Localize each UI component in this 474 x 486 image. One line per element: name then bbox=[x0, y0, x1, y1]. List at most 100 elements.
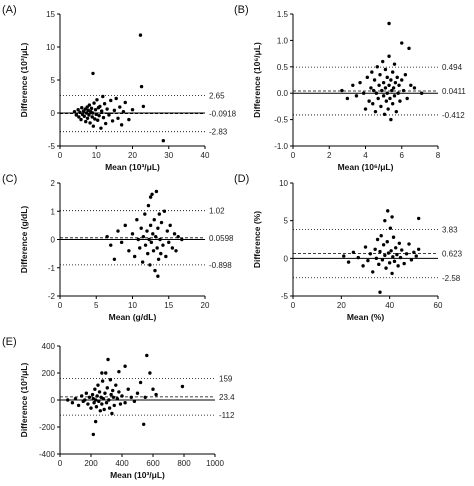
y-tick-label: 0 bbox=[51, 396, 56, 405]
data-point bbox=[394, 246, 398, 250]
data-point bbox=[91, 432, 96, 437]
data-point bbox=[115, 396, 120, 401]
y-tick-label: 400 bbox=[42, 342, 56, 351]
data-point bbox=[381, 80, 386, 85]
data-point bbox=[148, 195, 153, 199]
x-axis-label: Mean (10³/μL) bbox=[105, 162, 160, 172]
panel-label: (A) bbox=[2, 4, 17, 16]
data-point bbox=[404, 252, 409, 256]
data-point bbox=[371, 270, 375, 274]
x-axis-label: Mean (10³/μL) bbox=[110, 470, 165, 480]
data-point bbox=[138, 33, 143, 37]
y-axis-label: Difference (10³/μL) bbox=[19, 363, 29, 438]
data-point bbox=[156, 257, 161, 261]
data-point bbox=[376, 96, 380, 101]
data-point bbox=[157, 212, 162, 216]
data-point bbox=[381, 243, 386, 247]
data-point bbox=[146, 203, 151, 208]
data-point bbox=[94, 405, 99, 409]
x-tick-label: 40 bbox=[201, 151, 210, 160]
data-point bbox=[80, 394, 84, 398]
data-point bbox=[130, 108, 135, 112]
data-point bbox=[397, 241, 402, 245]
data-point bbox=[363, 245, 368, 249]
data-point bbox=[390, 271, 394, 276]
data-point bbox=[85, 105, 89, 109]
data-point bbox=[145, 353, 149, 358]
data-point bbox=[176, 234, 180, 239]
x-axis-label: Mean (g/dL) bbox=[109, 312, 157, 322]
data-point bbox=[379, 104, 383, 109]
data-point bbox=[414, 254, 418, 258]
data-point bbox=[91, 124, 96, 128]
data-point bbox=[92, 101, 96, 105]
data-point bbox=[90, 111, 95, 115]
data-point bbox=[345, 96, 350, 101]
data-point bbox=[398, 255, 403, 260]
data-point bbox=[164, 254, 168, 259]
data-point bbox=[109, 243, 113, 247]
data-point bbox=[139, 84, 144, 89]
data-point bbox=[87, 395, 92, 399]
data-point bbox=[107, 113, 111, 117]
data-point bbox=[126, 387, 130, 391]
data-point bbox=[419, 91, 424, 95]
x-tick-label: 15 bbox=[164, 301, 173, 310]
data-point bbox=[167, 240, 171, 245]
data-point bbox=[346, 260, 351, 264]
y-tick-label: 0.5 bbox=[277, 63, 289, 72]
data-point bbox=[368, 252, 373, 256]
data-point bbox=[386, 251, 391, 255]
data-point bbox=[378, 73, 382, 77]
data-point bbox=[340, 88, 344, 93]
data-point bbox=[409, 258, 414, 262]
data-point bbox=[394, 109, 399, 114]
panel-1: (A)0 10 20 30 40-50510152.65-0.0918-2.83Mean… bbox=[2, 4, 237, 172]
data-point bbox=[390, 215, 394, 219]
data-point bbox=[145, 229, 149, 233]
x-tick-label: 800 bbox=[177, 459, 191, 468]
data-point bbox=[93, 108, 98, 112]
data-point bbox=[366, 258, 370, 263]
data-point bbox=[76, 108, 80, 112]
data-point bbox=[102, 102, 107, 106]
data-point bbox=[156, 274, 160, 278]
data-point bbox=[91, 71, 95, 76]
data-point bbox=[106, 357, 110, 362]
data-point bbox=[116, 116, 120, 120]
reference-line-label: -0.412 bbox=[442, 111, 465, 120]
data-point bbox=[165, 229, 169, 233]
data-point bbox=[400, 41, 404, 45]
data-point bbox=[96, 383, 100, 387]
data-point bbox=[132, 399, 137, 404]
data-point bbox=[159, 220, 164, 225]
data-point bbox=[109, 98, 113, 103]
data-point bbox=[95, 98, 99, 102]
y-tick-label: -400 bbox=[39, 450, 56, 459]
y-axis-label: Difference (g/dL) bbox=[19, 206, 29, 274]
data-point bbox=[103, 391, 107, 395]
reference-line-label: 3.83 bbox=[442, 225, 458, 234]
data-point bbox=[108, 378, 113, 382]
data-point bbox=[372, 78, 377, 82]
data-point bbox=[149, 240, 154, 245]
data-point bbox=[384, 99, 389, 103]
data-point bbox=[73, 396, 78, 401]
data-point bbox=[150, 192, 154, 196]
data-point bbox=[358, 80, 362, 85]
y-axis-label: Difference (10³/μL) bbox=[19, 43, 29, 118]
panel-5: (E) 0 200 400 600 800 1000 -400 -200 0 200 400 159 23… bbox=[2, 336, 235, 480]
data-point bbox=[110, 411, 114, 416]
reference-line-label: 2.65 bbox=[209, 92, 225, 101]
x-tick-label: 20 bbox=[128, 151, 137, 160]
data-point bbox=[127, 249, 131, 253]
data-point bbox=[130, 232, 135, 236]
data-point bbox=[387, 261, 392, 265]
data-point bbox=[100, 379, 105, 383]
y-tick-label: 0 bbox=[51, 236, 56, 245]
data-point bbox=[139, 226, 143, 230]
panel-label: (D) bbox=[234, 173, 249, 185]
data-point bbox=[114, 383, 118, 387]
data-point bbox=[371, 102, 375, 106]
